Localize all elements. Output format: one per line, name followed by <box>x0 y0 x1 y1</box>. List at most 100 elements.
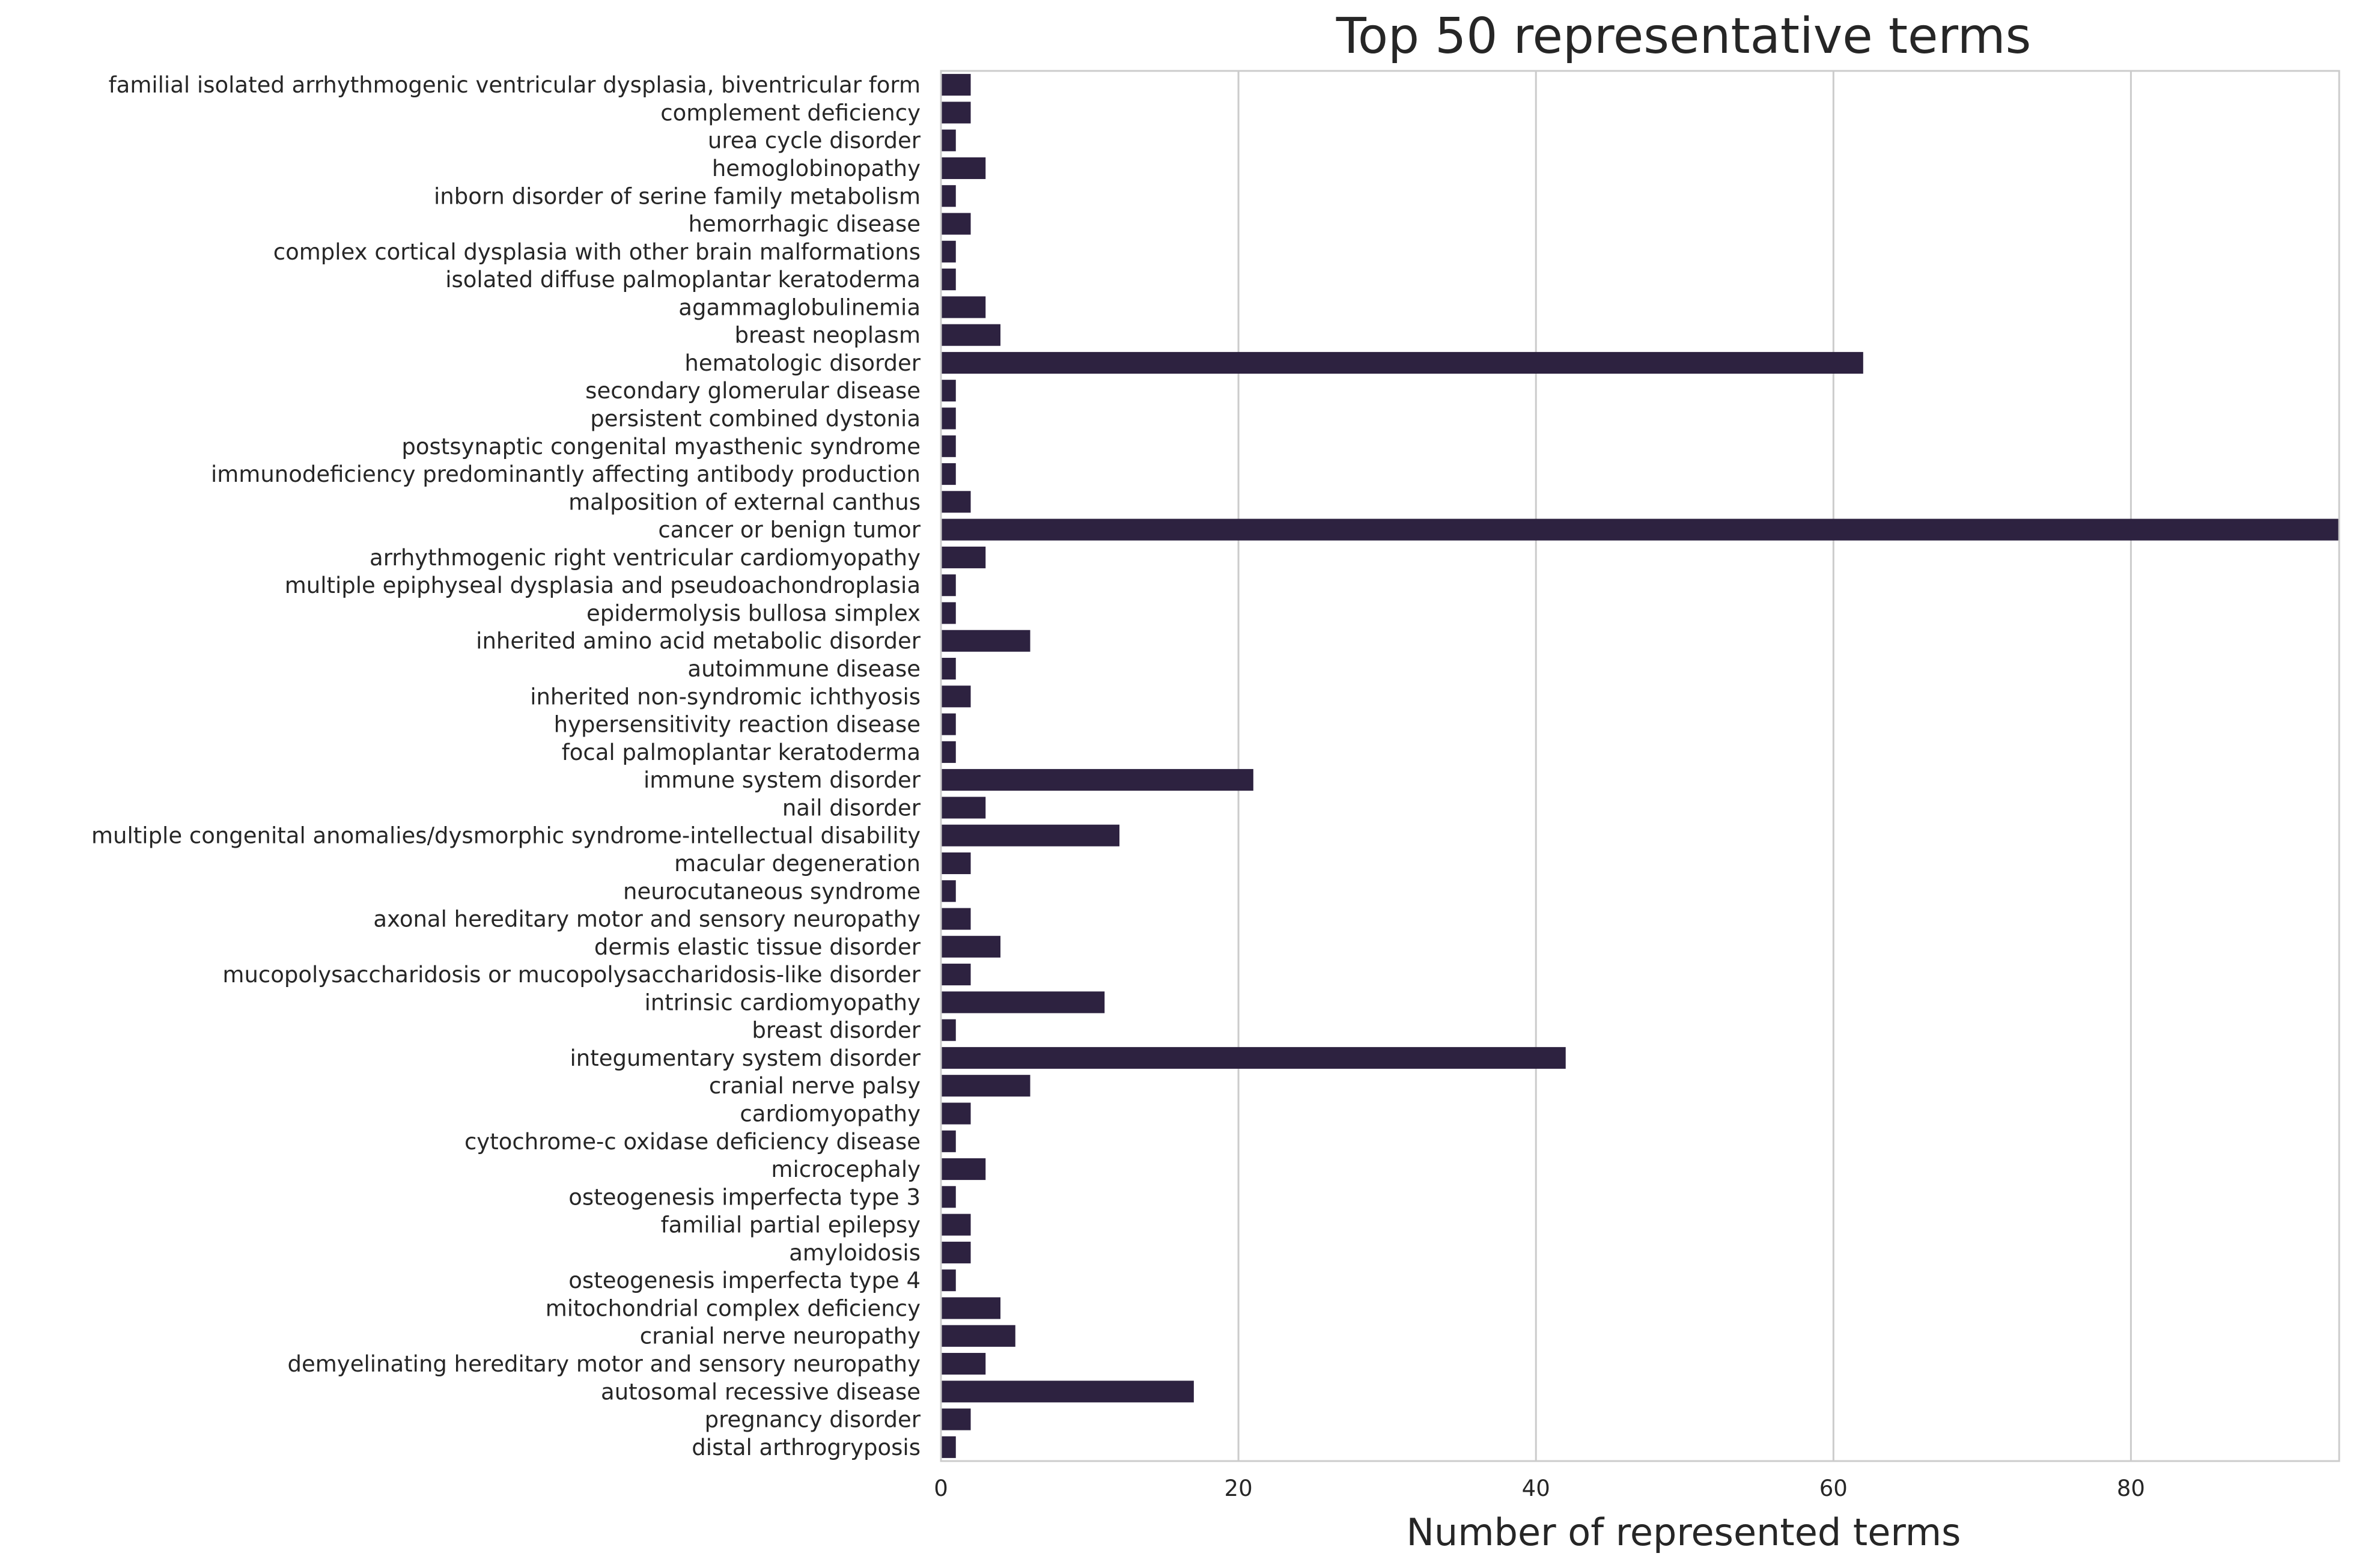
category-label: persistent combined dystonia <box>590 406 921 432</box>
bar <box>941 657 956 680</box>
category-label: arrhythmogenic right ventricular cardiom… <box>370 545 921 571</box>
bar <box>941 797 986 819</box>
plot-frame <box>940 70 2340 1462</box>
bar <box>941 991 1105 1013</box>
bar <box>941 435 956 457</box>
bar <box>941 1408 971 1430</box>
category-label: complement deficiency <box>660 100 921 126</box>
bar <box>941 685 971 708</box>
category-label: focal palmoplantar keratoderma <box>562 740 921 765</box>
category-label: amyloidosis <box>789 1240 921 1266</box>
category-label: malposition of external canthus <box>568 489 921 515</box>
bar <box>941 129 956 151</box>
category-label: multiple congenital anomalies/dysmorphic… <box>91 823 921 849</box>
category-label: macular degeneration <box>674 851 921 877</box>
bar <box>941 1325 1015 1347</box>
category-label: postsynaptic congenital myasthenic syndr… <box>401 434 921 460</box>
category-label: hematologic disorder <box>684 350 921 376</box>
category-label: autosomal recessive disease <box>601 1379 921 1405</box>
x-tick-label: 20 <box>1225 1475 1253 1501</box>
bar <box>941 1214 971 1236</box>
x-tick-label: 0 <box>934 1475 948 1501</box>
y-category-labels: familial isolated arrhythmogenic ventric… <box>91 72 921 1460</box>
bar <box>941 1130 956 1152</box>
bar <box>941 880 956 902</box>
category-label: cardiomyopathy <box>740 1101 921 1127</box>
bar <box>941 1019 956 1041</box>
category-label: autoimmune disease <box>687 656 921 682</box>
category-label: immune system disorder <box>644 767 921 793</box>
bar <box>941 213 971 235</box>
category-label: isolated diffuse palmoplantar keratoderm… <box>445 267 921 293</box>
category-label: inborn disorder of serine family metabol… <box>434 183 921 209</box>
category-label: mitochondrial complex deficiency <box>546 1295 921 1321</box>
bar <box>941 185 956 207</box>
bar <box>941 1075 1030 1097</box>
category-label: inherited non-syndromic ichthyosis <box>530 684 921 710</box>
category-label: intrinsic cardiomyopathy <box>645 989 921 1015</box>
bar <box>941 1102 971 1125</box>
category-label: distal arthrogryposis <box>692 1435 921 1460</box>
category-label: multiple epiphyseal dysplasia and pseudo… <box>285 573 921 598</box>
chart-title: Top 50 representative terms <box>1336 8 2032 65</box>
bar <box>941 296 986 318</box>
category-label: urea cycle disorder <box>708 128 921 154</box>
x-tick-label: 60 <box>1819 1475 1848 1501</box>
bar <box>941 1158 986 1181</box>
bar <box>941 1047 1566 1069</box>
category-label: cranial nerve palsy <box>709 1073 921 1099</box>
bar <box>941 463 956 485</box>
category-label: hypersensitivity reaction disease <box>554 712 921 738</box>
bar <box>941 1352 986 1375</box>
bar <box>941 1186 956 1208</box>
category-label: pregnancy disorder <box>705 1407 921 1433</box>
bar <box>941 964 971 986</box>
gridlines <box>1237 71 2132 1461</box>
category-label: immunodeficiency predominantly affecting… <box>211 461 921 487</box>
category-label: breast neoplasm <box>735 323 921 348</box>
x-tick-label: 40 <box>1522 1475 1550 1501</box>
category-label: osteogenesis imperfecta type 3 <box>568 1184 921 1210</box>
category-label: hemoglobinopathy <box>712 156 921 181</box>
category-label: neurocutaneous syndrome <box>623 878 921 904</box>
bar <box>941 351 1863 374</box>
category-label: cancer or benign tumor <box>658 517 921 543</box>
category-label: hemorrhagic disease <box>688 211 921 237</box>
bar <box>941 630 1030 652</box>
bar <box>941 269 956 291</box>
bar <box>941 74 971 96</box>
bar <box>941 713 956 735</box>
category-label: nail disorder <box>782 795 921 821</box>
category-label: inherited amino acid metabolic disorder <box>476 628 921 654</box>
bar <box>941 1241 971 1263</box>
bar <box>941 574 956 597</box>
bar <box>941 324 1001 346</box>
category-label: dermis elastic tissue disorder <box>594 934 921 960</box>
bars <box>941 74 2339 1458</box>
x-axis-label: Number of represented terms <box>1407 1510 1961 1554</box>
bar <box>941 935 1001 958</box>
bar <box>941 1269 956 1292</box>
bar <box>941 518 2339 541</box>
bar <box>941 157 986 180</box>
bar <box>941 1436 956 1458</box>
bar <box>941 769 1253 791</box>
category-label: cranial nerve neuropathy <box>640 1323 921 1349</box>
x-tick-label: 80 <box>2117 1475 2145 1501</box>
category-label: microcephaly <box>771 1156 921 1182</box>
bar <box>941 407 956 430</box>
category-label: agammaglobulinemia <box>678 294 921 320</box>
bar <box>941 380 956 402</box>
bar <box>941 546 986 568</box>
category-label: familial isolated arrhythmogenic ventric… <box>109 72 921 98</box>
bar <box>941 602 956 624</box>
bar <box>941 908 971 930</box>
bar <box>941 824 1120 846</box>
category-label: secondary glomerular disease <box>585 378 921 404</box>
x-tick-labels: 0 20 40 60 80 <box>934 1475 2145 1501</box>
bar <box>941 741 956 763</box>
bar <box>941 240 956 263</box>
category-label: osteogenesis imperfecta type 4 <box>568 1268 921 1293</box>
